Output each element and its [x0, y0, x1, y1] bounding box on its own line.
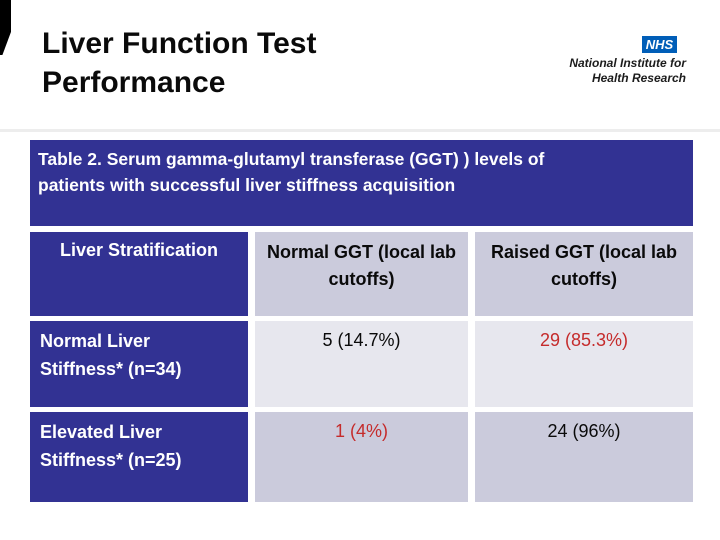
cell-normal-stiffness-normal-ggt: 5 (14.7%): [255, 321, 468, 407]
col-header-raised-ggt: Raised GGT (local lab cutoffs): [475, 232, 693, 316]
table-caption-line1: Table 2. Serum gamma-glutamyl transferas…: [38, 149, 545, 169]
col-header-liver-stratification: Liver Stratification: [30, 232, 248, 316]
nihr-org-line1: National Institute for: [569, 56, 686, 70]
nhs-logo-text: NHS: [645, 37, 674, 52]
row-label-normal-liver-stiffness: Normal Liver Stiffness* (n=34): [30, 321, 248, 407]
row-label-elevated-liver-stiffness: Elevated Liver Stiffness* (n=25): [30, 412, 248, 502]
table-caption: Table 2. Serum gamma-glutamyl transferas…: [30, 140, 693, 226]
cell-elevated-stiffness-normal-ggt: 1 (4%): [255, 412, 468, 502]
table-caption-line2: patients with successful liver stiffness…: [38, 175, 456, 195]
slide-title-line2: Performance: [42, 66, 226, 99]
nihr-org-name: National Institute for Health Research: [520, 56, 686, 86]
col-header-normal-ggt: Normal GGT (local lab cutoffs): [255, 232, 468, 316]
slide-title: Liver Function Test Performance: [42, 24, 316, 102]
nihr-org-line2: Health Research: [591, 71, 686, 85]
corner-fragment: [0, 0, 11, 55]
nhs-logo-icon: NHS: [642, 36, 677, 53]
cell-normal-stiffness-raised-ggt: 29 (85.3%): [475, 321, 693, 407]
section-divider-line: [0, 129, 720, 132]
cell-elevated-stiffness-raised-ggt: 24 (96%): [475, 412, 693, 502]
slide-title-line1: Liver Function Test: [42, 27, 317, 60]
